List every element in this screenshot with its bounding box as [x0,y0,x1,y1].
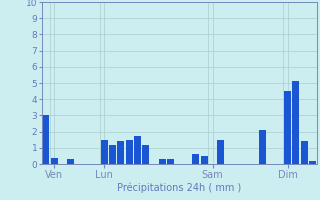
Bar [109,145,116,164]
Bar [159,159,166,164]
Bar [284,91,291,164]
X-axis label: Précipitations 24h ( mm ): Précipitations 24h ( mm ) [117,182,241,193]
Bar [259,130,266,164]
Bar [167,159,174,164]
Bar [42,115,49,164]
Bar [117,141,124,164]
Bar [51,158,58,164]
Bar [100,140,108,164]
Bar [67,159,74,164]
Bar [126,140,133,164]
Bar [301,141,308,164]
Bar [142,145,149,164]
Bar [292,81,300,164]
Bar [134,136,141,164]
Bar [192,154,199,164]
Bar [217,140,224,164]
Bar [309,161,316,164]
Bar [201,156,208,164]
